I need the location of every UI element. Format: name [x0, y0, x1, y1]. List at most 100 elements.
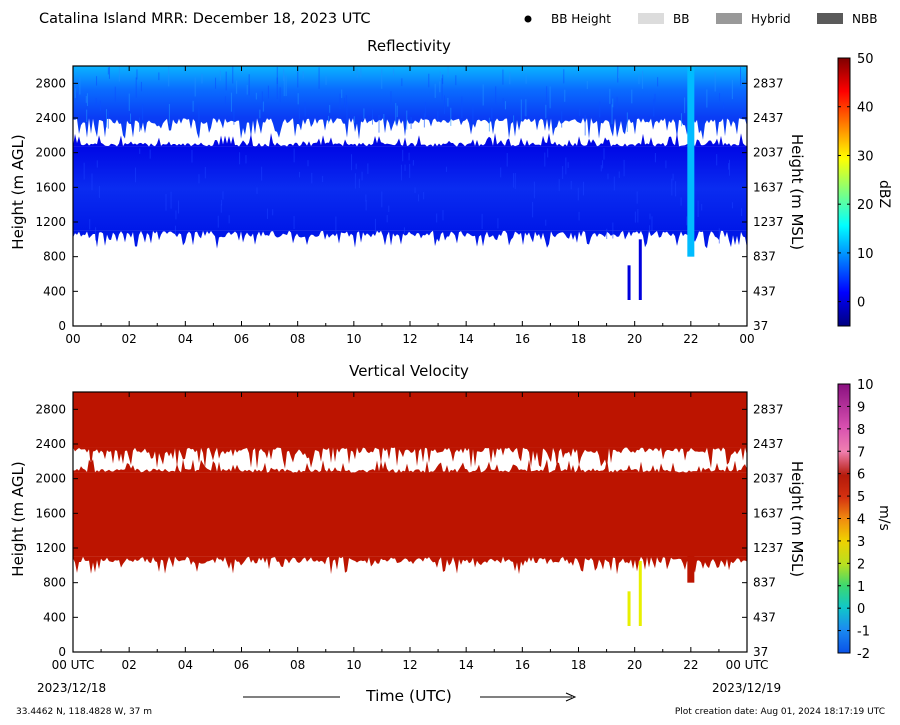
x-tick-label: 06: [234, 658, 249, 672]
start-date: 2023/12/18: [37, 681, 106, 695]
colorbar-tick-label: 1: [857, 580, 865, 595]
x-tick-label: 00: [65, 332, 80, 346]
x-tick-label: 00 UTC: [52, 658, 95, 672]
main-layer-bottom-edge: [73, 230, 747, 249]
upper-layer-band: [73, 392, 747, 448]
reflectivity-axes: 00 02 04 06 08 10 12 14 16 18 20 22 0004008001200160…: [35, 65, 784, 346]
main-layer-band: [73, 146, 747, 231]
x-tick-label: 04: [178, 658, 193, 672]
echo-feature: [627, 265, 631, 300]
colorbar-tick-label: 10: [857, 247, 874, 262]
x-tick-label: 22: [683, 658, 698, 672]
colorbar-tick-label: 30: [857, 149, 874, 164]
y2-tick-label: 437: [753, 610, 776, 624]
x-tick-label: 20: [627, 658, 642, 672]
x-tick-label: 20: [627, 332, 642, 346]
reflectivity-plot-area: [73, 66, 747, 300]
x-tick-label: 16: [515, 332, 530, 346]
y-tick-label: 1200: [35, 541, 66, 555]
x-tick-label: 02: [122, 332, 137, 346]
colorbar-tick-label: 0: [857, 602, 865, 617]
y-tick-label: 0: [58, 645, 66, 659]
reflectivity-colorbar-label: dBZ: [876, 180, 892, 208]
echo-feature: [638, 239, 642, 300]
y2-tick-label: 1637: [753, 506, 784, 520]
y-tick-label: 2800: [35, 402, 66, 416]
echo-feature: [687, 66, 695, 257]
bb-legend-swatch: [638, 13, 664, 24]
velocity-colorbar-label: m/s: [876, 505, 892, 531]
reflectivity-colorbar: 0 10 20 30 40 50: [837, 52, 874, 327]
reflectivity-panel: Reflectivity 00 02 04 06 08 10 12 14 16 18 20 22 000…: [9, 37, 892, 346]
x-tick-label: 18: [571, 658, 586, 672]
y2-tick-label: 837: [753, 576, 776, 590]
legend-bb-label: BB: [673, 12, 689, 26]
colorbar-tick-label: 7: [857, 445, 865, 460]
upper-layer-edge: [73, 118, 747, 140]
main-layer-top-edge: [73, 132, 747, 147]
figure-title: Catalina Island MRR: December 18, 2023 U…: [39, 11, 371, 27]
echo-feature: [627, 591, 631, 626]
y2-tick-label: 437: [753, 284, 776, 298]
y-tick-label: 1600: [35, 506, 66, 520]
y-tick-label: 2000: [35, 472, 66, 486]
colorbar-tick-label: 10: [857, 378, 874, 393]
y2-tick-label: 2037: [753, 472, 784, 486]
colorbar-tick-label: 0: [857, 296, 865, 311]
x-tick-label: 04: [178, 332, 193, 346]
legend-nbb-label: NBB: [852, 12, 877, 26]
y-tick-label: 2000: [35, 146, 66, 160]
upper-layer-band: [73, 66, 747, 118]
time-arrow-head-icon: [565, 692, 577, 702]
legend-hybrid-label: Hybrid: [751, 12, 791, 26]
station-coordinates: 33.4462 N, 118.4828 W, 37 m: [16, 707, 152, 717]
y-tick-label: 2800: [35, 76, 66, 90]
y2-tick-label: 2037: [753, 146, 784, 160]
y-tick-label: 2400: [35, 437, 66, 451]
y-tick-label: 1600: [35, 180, 66, 194]
bb-height-legend-icon: [524, 15, 532, 23]
y-tick-label: 0: [58, 319, 66, 333]
colorbar-scale: [837, 57, 851, 327]
y2-tick-label: 2837: [753, 402, 784, 416]
y-tick-label: 800: [43, 250, 66, 264]
y2-tick-label: 837: [753, 250, 776, 264]
colorbar-tick-label: 8: [857, 423, 865, 438]
x-tick-label: 12: [402, 332, 417, 346]
velocity-axes: 00 UTC 02 04 06 08 10 12 14 16 18 20 22 00 UTC040080…: [35, 391, 784, 672]
velocity-title: Vertical Velocity: [349, 362, 469, 380]
echo-feature: [687, 548, 695, 583]
velocity-colorbar: -2 -1 0 1 2 3 4 5 6 7 8 9 10: [837, 378, 874, 662]
y2-tick-label: 2437: [753, 111, 784, 125]
y-tick-label: 800: [43, 576, 66, 590]
reflectivity-y2label: Height (m MSL): [788, 134, 806, 250]
echo-feature: [638, 561, 642, 626]
x-tick-label: 18: [571, 332, 586, 346]
x-tick-label: 00 UTC: [726, 658, 769, 672]
colorbar-tick-label: -2: [857, 647, 870, 662]
reflectivity-ylabel: Height (m AGL): [9, 134, 27, 249]
y2-tick-label: 2837: [753, 76, 784, 90]
time-axis-label: Time (UTC): [365, 687, 452, 705]
velocity-ylabel: Height (m AGL): [9, 461, 27, 576]
colorbar-tick-label: 3: [857, 535, 865, 550]
y-tick-label: 1200: [35, 215, 66, 229]
y-tick-label: 400: [43, 610, 66, 624]
x-tick-label: 16: [515, 658, 530, 672]
colorbar-tick-label: 4: [857, 513, 865, 528]
x-tick-label: 06: [234, 332, 249, 346]
velocity-plot-area: [73, 392, 747, 626]
x-tick-label: 00: [739, 332, 754, 346]
velocity-y2label: Height (m MSL): [788, 461, 806, 577]
colorbar-tick-label: 5: [857, 490, 865, 505]
velocity-panel: Vertical Velocity 00 UTC 02 04 06 08 10 12 14 16…: [9, 362, 892, 672]
main-layer-band: [73, 472, 747, 557]
legend-bb-height-label: BB Height: [551, 12, 611, 26]
x-tick-label: 08: [290, 332, 305, 346]
upper-layer-edge: [73, 447, 747, 469]
x-tick-label: 10: [346, 658, 361, 672]
x-tick-label: 12: [402, 658, 417, 672]
main-layer-bottom-edge: [73, 556, 747, 575]
end-date: 2023/12/19: [712, 681, 781, 695]
